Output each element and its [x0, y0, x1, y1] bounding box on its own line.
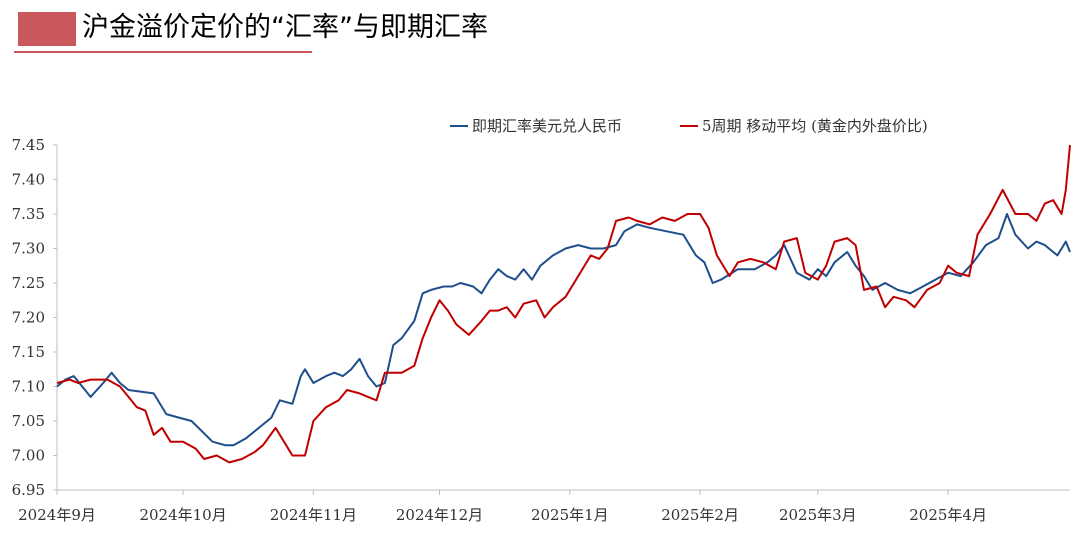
legend-label: 即期汇率美元兑人民币	[472, 117, 622, 135]
x-tick-label: 2025年4月	[909, 506, 987, 524]
title-underline	[14, 51, 312, 53]
page-title: 沪金溢价定价的“汇率”与即期汇率	[82, 12, 488, 43]
series-line-gold-ratio-ma	[56, 144, 1071, 464]
y-tick-label: 7.15	[12, 343, 45, 361]
x-tick-label: 2025年3月	[779, 506, 857, 524]
series-line-spot-rate	[56, 213, 1071, 447]
legend-label: 5周期 移动平均 (黄金内外盘价比)	[702, 117, 928, 135]
y-tick-label: 7.25	[12, 274, 45, 292]
y-tick-label: 7.45	[12, 136, 45, 154]
x-axis: 2024年9月 2024年10月 2024年11月 2024年12月 2025年1月 20…	[18, 489, 1070, 524]
y-axis: 6.95 7.00 7.05 7.10 7.15 7.20 7.25 7.30 7.35 7.40…	[12, 136, 58, 499]
x-tick-label: 2024年12月	[396, 506, 483, 524]
x-tick-label: 2024年10月	[139, 506, 226, 524]
y-tick-label: 7.20	[12, 309, 45, 327]
y-tick-label: 6.95	[12, 481, 45, 499]
y-tick-label: 7.30	[12, 240, 45, 258]
y-tick-label: 7.40	[12, 171, 45, 189]
y-tick-label: 7.35	[12, 205, 45, 223]
x-tick-label: 2025年1月	[531, 506, 609, 524]
legend: 即期汇率美元兑人民币 5周期 移动平均 (黄金内外盘价比)	[450, 117, 928, 135]
title-accent-bar	[18, 12, 76, 46]
x-tick-label: 2024年9月	[18, 506, 96, 524]
y-tick-label: 7.05	[12, 412, 45, 430]
series-layer	[56, 144, 1071, 464]
x-tick-label: 2025年2月	[661, 506, 739, 524]
y-tick-label: 7.00	[12, 447, 45, 465]
y-tick-label: 7.10	[12, 378, 45, 396]
x-tick-label: 2024年11月	[270, 506, 357, 524]
